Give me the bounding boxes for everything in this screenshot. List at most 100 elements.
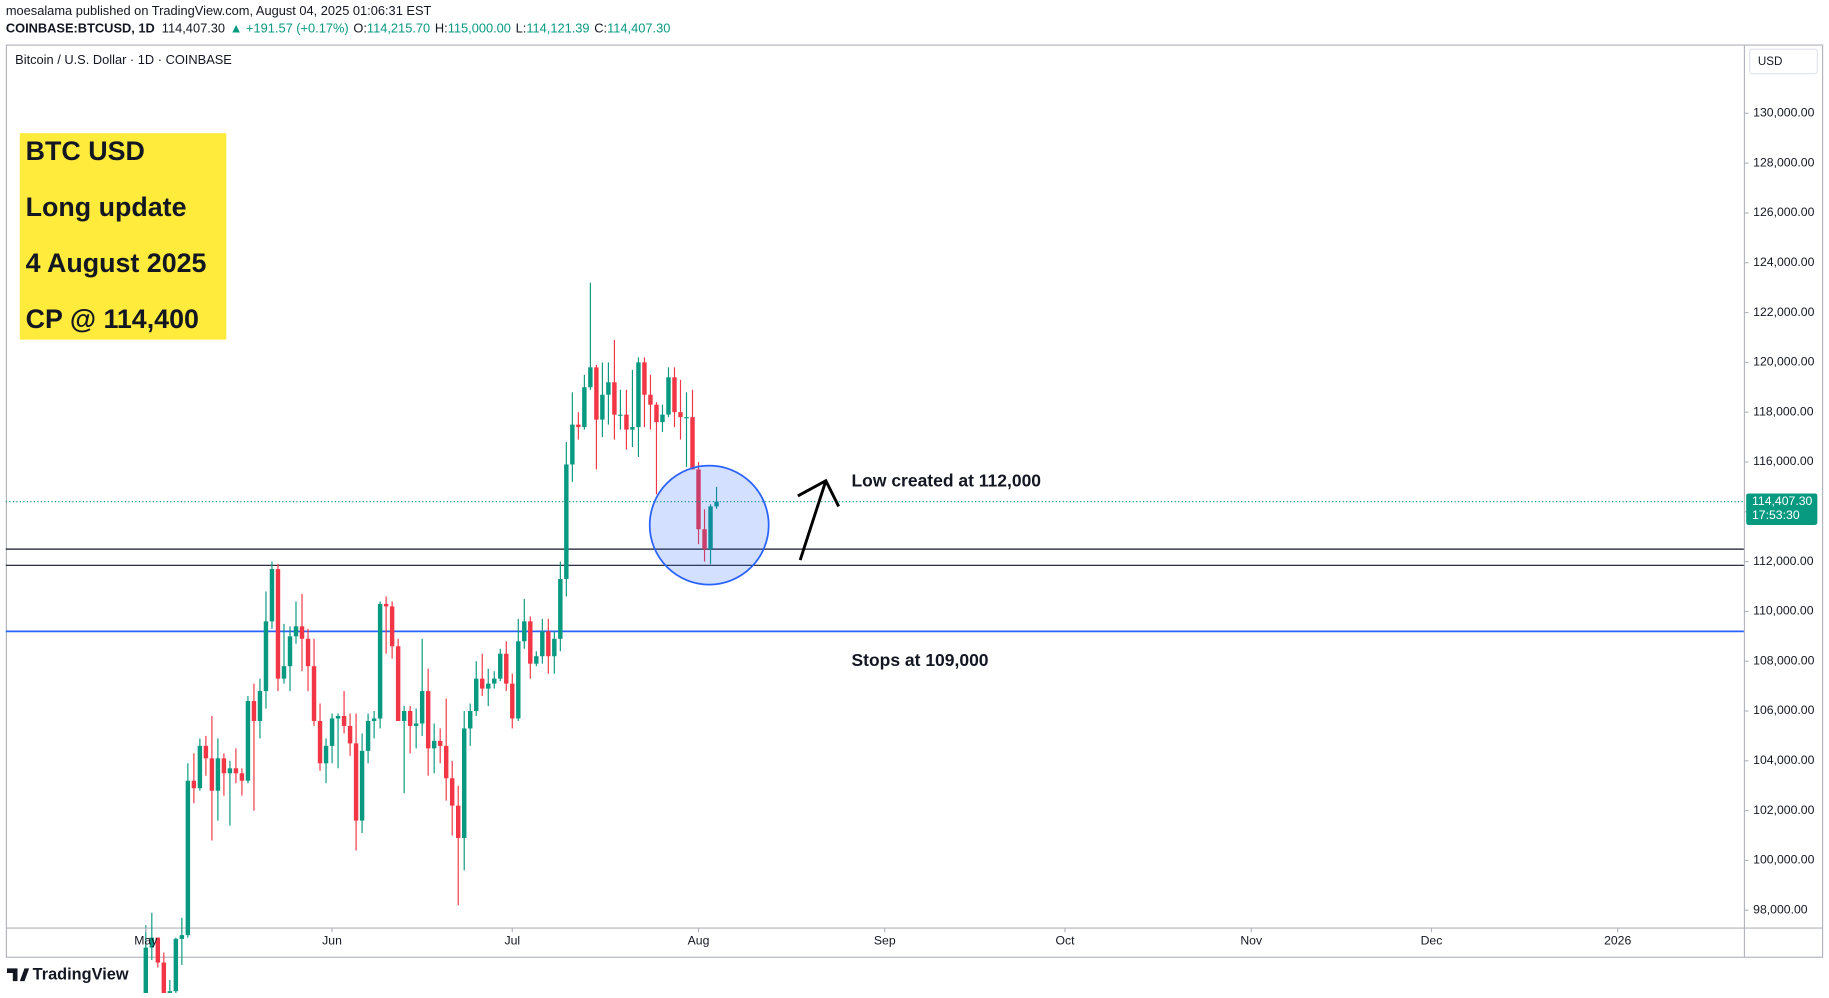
y-tick-label: 102,000.00 [1753, 803, 1814, 817]
arrow [797, 478, 840, 561]
note-line: Long update [26, 192, 187, 222]
candle-body [233, 768, 239, 774]
candle-body [257, 691, 263, 721]
note-line: CP @ 114,400 [26, 304, 199, 334]
candle-body [341, 715, 347, 726]
candle-body [624, 414, 629, 430]
x-tick-label: Oct [1055, 934, 1075, 948]
candle-body [588, 367, 593, 388]
candle-body [287, 636, 293, 667]
change: ▲ +191.57 (+0.17%) [230, 21, 349, 36]
y-tick-label: 128,000.00 [1753, 155, 1814, 169]
candle-body [648, 394, 653, 405]
symbol-line: COINBASE:BTCUSD, 1D 114,407.30 ▲ +191.57 (… [6, 21, 671, 36]
y-tick-label: 122,000.00 [1753, 305, 1814, 319]
y-tick-label: 106,000.00 [1753, 703, 1814, 717]
y-tick-label: 100,000.00 [1753, 853, 1814, 867]
x-tick-label: Aug [688, 934, 710, 948]
y-tick-label: 130,000.00 [1753, 106, 1814, 120]
ohlc-value: 115,000.00 [448, 21, 511, 36]
candle-body [413, 723, 419, 726]
candle-body [431, 740, 437, 749]
candle-body [191, 780, 197, 789]
candle-body [708, 506, 713, 550]
candle-body [449, 778, 455, 806]
candle-body [504, 653, 509, 684]
candle-body [660, 414, 665, 423]
y-tick-label: 110,000.00 [1753, 604, 1814, 618]
ohlc-value: 114,215.70 [367, 21, 430, 36]
candle-body [528, 621, 533, 664]
candle-body [714, 501, 719, 507]
ohlc-value: 114,407.30 [607, 21, 670, 36]
candle-body [179, 935, 185, 939]
candle-body [173, 938, 179, 992]
candle-body [425, 691, 431, 749]
candle-body [468, 711, 473, 729]
candle-body [395, 646, 401, 721]
candle-body [576, 424, 581, 428]
candle-body [185, 780, 191, 936]
candle-body [203, 745, 209, 759]
y-tick-label: 124,000.00 [1753, 255, 1814, 269]
candle-body [149, 937, 155, 948]
candle-body [552, 638, 557, 657]
y-tick-label: 108,000.00 [1753, 653, 1814, 667]
candle-body [245, 701, 251, 781]
candle-body [582, 387, 587, 428]
y-tick-label: 112,000.00 [1753, 554, 1814, 568]
candle-body [305, 638, 311, 667]
candle-body [546, 631, 551, 657]
stops-note: Stops at 109,000 [852, 650, 989, 670]
candle-body [281, 666, 287, 679]
x-tick-label: Sep [874, 934, 896, 948]
low-circle [648, 464, 770, 586]
candle-body [642, 362, 647, 395]
low-note: Low created at 112,000 [852, 471, 1042, 491]
candle-body [365, 720, 371, 751]
candle-body [353, 743, 359, 821]
candle-body [383, 603, 389, 607]
x-tick-label: Jul [504, 934, 520, 948]
candle-body [455, 805, 461, 839]
candle-body [359, 750, 365, 821]
candle-body [636, 362, 641, 428]
x-tick-label: Jun [322, 934, 342, 948]
y-tick-label: 126,000.00 [1753, 205, 1814, 219]
y-tick-label: 116,000.00 [1753, 454, 1814, 468]
candle-body [600, 394, 605, 420]
ohlc-label: C: [594, 21, 607, 36]
candle-body [690, 417, 695, 470]
price: 114,407.30 [162, 21, 225, 36]
candle-body [407, 711, 413, 726]
candle-body [299, 626, 305, 639]
candle-body [672, 377, 677, 413]
candle-body [197, 745, 203, 789]
candle-body [389, 606, 395, 647]
ohlc-label: L: [516, 21, 527, 36]
candle-body [227, 768, 233, 774]
candle-body [215, 758, 221, 791]
candle-body [540, 631, 545, 657]
last-price-label: 114,407.30 [1752, 494, 1813, 508]
candle-body [329, 718, 335, 746]
candle-body [516, 641, 521, 719]
candle-body [443, 745, 449, 779]
candle-body [251, 701, 257, 721]
candle-body [293, 626, 299, 637]
note-box [19, 133, 227, 340]
last-price-tag [1746, 493, 1818, 525]
candle-body [462, 728, 467, 839]
candle-body [558, 579, 563, 639]
candle-body [401, 711, 407, 721]
symbol: COINBASE:BTCUSD, 1D [6, 21, 155, 36]
ohlc-value: 114,121.39 [526, 21, 589, 36]
candle-body [269, 569, 275, 622]
candle-body [161, 962, 167, 998]
candle-body [654, 404, 659, 423]
candle-body [630, 427, 635, 430]
candle-body [419, 691, 425, 724]
y-tick-label: 98,000.00 [1753, 902, 1808, 916]
plot [5, 282, 1744, 998]
